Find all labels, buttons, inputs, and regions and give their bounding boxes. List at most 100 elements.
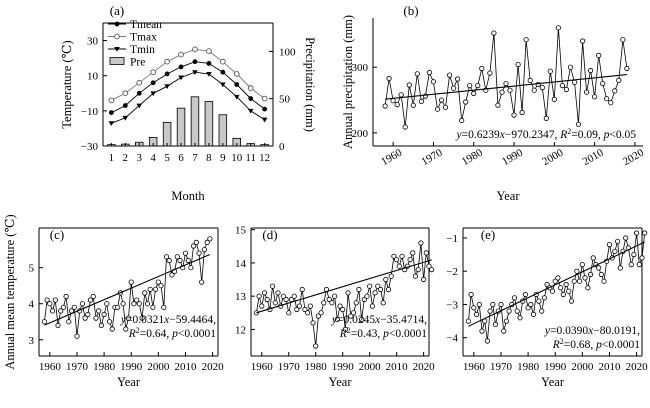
data-point: [120, 301, 126, 307]
x-tick-label: 7: [192, 152, 198, 164]
data-point: [612, 88, 618, 94]
data-point: [551, 96, 557, 103]
x-tick-label: 1960: [251, 361, 274, 373]
data-point: [380, 300, 386, 306]
data-point: [487, 308, 493, 314]
data-point: [185, 257, 191, 264]
marker-tmean: [164, 71, 170, 77]
data-point: [104, 301, 110, 307]
data-point: [358, 316, 365, 322]
data-point: [93, 315, 99, 321]
data-point: [364, 293, 370, 299]
data-point: [304, 310, 311, 316]
data-point: [479, 65, 485, 72]
x-tick-label: 1970: [278, 361, 301, 373]
data-point: [503, 81, 509, 87]
data-point: [369, 303, 375, 309]
marker-tmax: [206, 48, 212, 54]
data-point: [82, 315, 88, 321]
y2-tick-label: 0: [279, 141, 285, 153]
data-point: [560, 291, 566, 298]
data-point: [566, 288, 572, 294]
trend-line: [468, 241, 645, 327]
data-point: [438, 97, 445, 103]
y-tick-label: −3: [446, 299, 458, 311]
panel-label: (c): [50, 227, 64, 242]
panel-b: 1960 1970 1980 1990 2000 2010 2020 200 300 (b) y=0…: [341, 3, 646, 203]
y2-axis-label: Precipitation (mm): [303, 37, 317, 132]
data-point: [426, 69, 432, 76]
trend-line: [256, 259, 432, 314]
data-point: [329, 300, 335, 306]
x-tick-label: 1980: [93, 361, 116, 373]
data-point: [498, 301, 504, 308]
x-tick-label: 1990: [544, 361, 567, 373]
data-point: [139, 315, 145, 321]
data-point: [639, 255, 645, 261]
data-point: [313, 343, 319, 349]
data-point: [372, 290, 378, 296]
data-point: [47, 301, 53, 307]
y-tick-label: 5: [29, 263, 35, 275]
x-tick-label: 2010: [581, 146, 606, 168]
data-point: [385, 286, 392, 293]
data-point: [337, 303, 343, 309]
data-point: [399, 253, 405, 259]
marker-tmax: [233, 71, 240, 77]
x-tick-label: 1970: [490, 361, 513, 373]
x-tick-label: 10: [231, 152, 243, 164]
data-point: [484, 338, 490, 344]
data-point: [261, 290, 268, 296]
panel-e: 1960 1970 1980 1990 2000 2010 2020 −4 −3 −2 −1 (e) y…: [446, 227, 648, 389]
x-tick-label: 1990: [120, 361, 143, 373]
data-point: [342, 326, 348, 332]
data-point: [280, 293, 286, 299]
data-point: [272, 300, 278, 306]
data-point: [182, 250, 189, 256]
data-point: [515, 61, 521, 68]
marker-tmean: [248, 96, 254, 101]
y-axis-label: Annual mean temperature (℃): [3, 214, 17, 369]
x-tick-label: 1980: [460, 146, 485, 168]
series-line-tmean: [111, 61, 265, 114]
y2-tick-label: 100: [279, 46, 296, 58]
marker-tmin: [178, 75, 184, 81]
data-point: [555, 25, 562, 31]
precip-bar: [204, 101, 214, 147]
data-point: [415, 266, 421, 273]
data-point: [583, 89, 590, 95]
series-line-tmax: [111, 48, 265, 101]
x-tick-label: 1990: [332, 361, 355, 373]
data-point: [595, 265, 602, 271]
data-point: [557, 285, 564, 291]
marker-tmax: [219, 58, 226, 65]
data-point: [256, 293, 262, 299]
y-tick-label: 3: [29, 335, 35, 347]
data-point: [326, 296, 332, 303]
data-point: [390, 98, 396, 104]
data-point: [571, 79, 578, 85]
data-point: [196, 250, 202, 256]
data-point: [201, 247, 207, 253]
x-tick-label: 9: [220, 152, 226, 164]
data-point: [459, 117, 465, 124]
data-point: [604, 96, 610, 102]
marker-tmin: [261, 117, 268, 123]
data-point: [259, 303, 265, 309]
trend-equation: R2=0.68, p<0.0001: [552, 337, 641, 352]
data-point: [142, 290, 148, 296]
data-point: [98, 322, 105, 328]
legend-marker-tmin: [114, 47, 120, 52]
x-tick-label: 2020: [626, 361, 649, 373]
data-point: [503, 318, 509, 324]
data-point: [418, 240, 424, 246]
x-tick-label: 2000: [540, 146, 565, 168]
data-point: [41, 319, 48, 325]
data-point: [636, 261, 642, 268]
data-point: [410, 250, 416, 256]
data-point: [321, 300, 327, 306]
x-tick-label: 1970: [66, 361, 89, 373]
data-point: [587, 67, 594, 74]
data-point: [134, 297, 140, 303]
precip-bar: [190, 96, 200, 147]
